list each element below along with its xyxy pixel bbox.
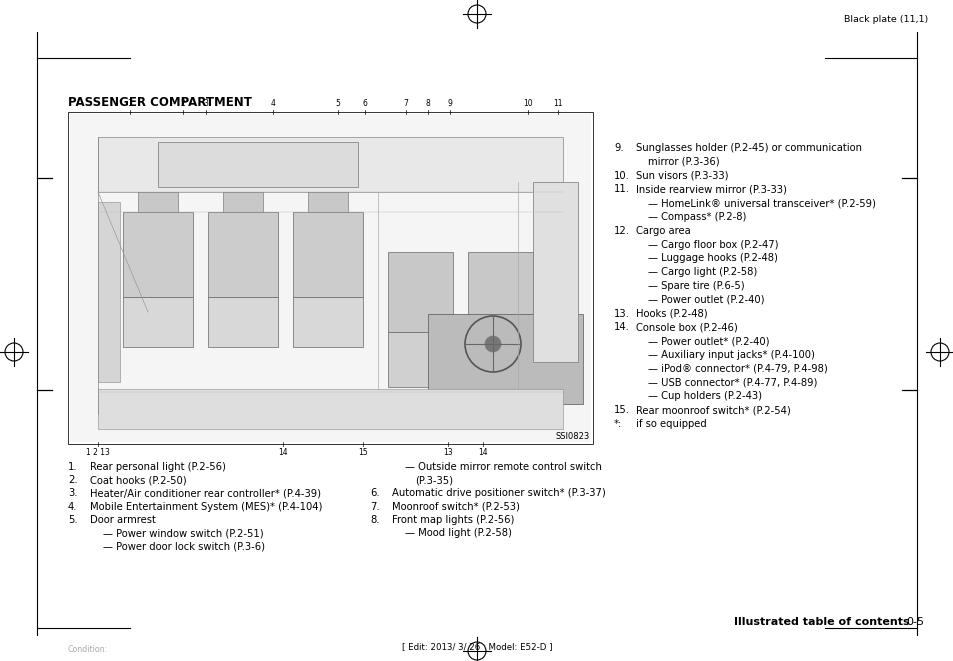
Text: 1: 1: [128, 99, 132, 108]
Text: 2.: 2.: [68, 475, 77, 485]
Text: — Cargo floor box (P.2-47): — Cargo floor box (P.2-47): [647, 239, 778, 250]
Text: 14: 14: [278, 448, 288, 457]
Bar: [468, 252, 533, 332]
Text: PASSENGER COMPARTMENT: PASSENGER COMPARTMENT: [68, 96, 252, 109]
Text: Cargo area: Cargo area: [636, 226, 690, 236]
Bar: [158, 142, 357, 187]
Text: 14: 14: [477, 448, 487, 457]
Text: 1 2 13: 1 2 13: [86, 448, 110, 457]
Text: Rear personal light (P.2-56): Rear personal light (P.2-56): [90, 462, 226, 472]
Text: 11: 11: [553, 99, 562, 108]
Text: 12.: 12.: [614, 226, 629, 236]
Text: 15.: 15.: [614, 405, 629, 415]
Text: Front map lights (P.2-56): Front map lights (P.2-56): [392, 515, 514, 525]
Text: if so equipped: if so equipped: [636, 419, 706, 429]
Bar: [123, 297, 193, 347]
Text: — Cup holders (P.2-43): — Cup holders (P.2-43): [647, 391, 761, 401]
Text: 3.: 3.: [68, 488, 77, 498]
Text: — HomeLink® universal transceiver* (P.2-59): — HomeLink® universal transceiver* (P.2-…: [647, 198, 875, 208]
Text: 10: 10: [522, 99, 533, 108]
Text: 13.: 13.: [614, 309, 629, 319]
Bar: [208, 212, 277, 297]
Text: [ Edit: 2013/ 3/ 26   Model: E52-D ]: [ Edit: 2013/ 3/ 26 Model: E52-D ]: [401, 642, 552, 651]
Text: Inside rearview mirror (P.3-33): Inside rearview mirror (P.3-33): [636, 184, 786, 194]
Circle shape: [484, 336, 500, 352]
Text: — Outside mirror remote control switch: — Outside mirror remote control switch: [405, 462, 601, 472]
Text: 13: 13: [443, 448, 453, 457]
Text: 6.: 6.: [370, 488, 379, 498]
Text: — USB connector* (P.4-77, P.4-89): — USB connector* (P.4-77, P.4-89): [647, 377, 817, 387]
Text: 7: 7: [403, 99, 408, 108]
Text: — Luggage hooks (P.2-48): — Luggage hooks (P.2-48): [647, 253, 777, 263]
Text: — Mood light (P.2-58): — Mood light (P.2-58): [405, 528, 512, 538]
Text: 7.: 7.: [370, 502, 379, 512]
Text: — Spare tire (P.6-5): — Spare tire (P.6-5): [647, 281, 744, 291]
Text: 9.: 9.: [614, 143, 623, 153]
Bar: [138, 192, 178, 212]
Text: Hooks (P.2-48): Hooks (P.2-48): [636, 309, 707, 319]
Text: 2: 2: [180, 99, 185, 108]
Text: Coat hooks (P.2-50): Coat hooks (P.2-50): [90, 475, 187, 485]
Text: — Auxiliary input jacks* (P.4-100): — Auxiliary input jacks* (P.4-100): [647, 350, 814, 360]
Text: Sunglasses holder (P.2-45) or communication: Sunglasses holder (P.2-45) or communicat…: [636, 143, 862, 153]
Text: 15: 15: [357, 448, 368, 457]
Bar: [388, 252, 453, 332]
Text: SSI0823: SSI0823: [556, 432, 589, 441]
Bar: [98, 202, 120, 382]
Bar: [428, 314, 582, 404]
Text: 3: 3: [203, 99, 208, 108]
Bar: [223, 192, 263, 212]
Text: Black plate (11,1): Black plate (11,1): [842, 15, 927, 24]
Text: 5.: 5.: [68, 515, 77, 525]
Text: — Power door lock switch (P.3-6): — Power door lock switch (P.3-6): [103, 541, 265, 551]
Text: Rear moonroof switch* (P.2-54): Rear moonroof switch* (P.2-54): [636, 405, 790, 415]
Bar: [308, 192, 348, 212]
Text: 6: 6: [362, 99, 367, 108]
Text: 8.: 8.: [370, 515, 379, 525]
Text: Condition:: Condition:: [68, 645, 108, 654]
Text: Moonroof switch* (P.2-53): Moonroof switch* (P.2-53): [392, 502, 519, 512]
Text: 8: 8: [425, 99, 430, 108]
Bar: [98, 389, 562, 429]
Bar: [208, 297, 277, 347]
Bar: [533, 182, 578, 362]
Text: *:: *:: [614, 419, 621, 429]
Text: Illustrated table of contents: Illustrated table of contents: [733, 617, 908, 627]
Text: 1.: 1.: [68, 462, 77, 472]
Text: — Compass* (P.2-8): — Compass* (P.2-8): [647, 212, 745, 222]
Text: 10.: 10.: [614, 171, 629, 180]
Text: 4.: 4.: [68, 502, 77, 512]
Text: — Power outlet (P.2-40): — Power outlet (P.2-40): [647, 295, 763, 305]
Text: Mobile Entertainment System (MES)* (P.4-104): Mobile Entertainment System (MES)* (P.4-…: [90, 502, 322, 512]
Bar: [98, 137, 562, 192]
Text: — Power outlet* (P.2-40): — Power outlet* (P.2-40): [647, 336, 769, 346]
Text: — Power window switch (P.2-51): — Power window switch (P.2-51): [103, 528, 263, 538]
Text: 4: 4: [271, 99, 275, 108]
Bar: [293, 297, 363, 347]
Text: mirror (P.3-36): mirror (P.3-36): [647, 157, 719, 167]
Text: — Cargo light (P.2-58): — Cargo light (P.2-58): [647, 267, 757, 277]
Text: Automatic drive positioner switch* (P.3-37): Automatic drive positioner switch* (P.3-…: [392, 488, 605, 498]
Text: 5: 5: [335, 99, 340, 108]
Text: 14.: 14.: [614, 323, 629, 332]
Bar: [293, 212, 363, 297]
Bar: [68, 112, 593, 444]
Text: Door armrest: Door armrest: [90, 515, 155, 525]
Text: Sun visors (P.3-33): Sun visors (P.3-33): [636, 171, 728, 180]
Text: Heater/Air conditioner rear controller* (P.4-39): Heater/Air conditioner rear controller* …: [90, 488, 320, 498]
Text: — iPod® connector* (P.4-79, P.4-98): — iPod® connector* (P.4-79, P.4-98): [647, 364, 827, 374]
Bar: [468, 332, 533, 387]
Bar: [123, 212, 193, 297]
Text: 9: 9: [447, 99, 452, 108]
Bar: [388, 332, 453, 387]
Text: Console box (P.2-46): Console box (P.2-46): [636, 323, 737, 332]
Text: (P.3-35): (P.3-35): [415, 475, 453, 485]
Bar: [70, 114, 590, 442]
Text: 0-5: 0-5: [905, 617, 923, 627]
Text: 11.: 11.: [614, 184, 629, 194]
